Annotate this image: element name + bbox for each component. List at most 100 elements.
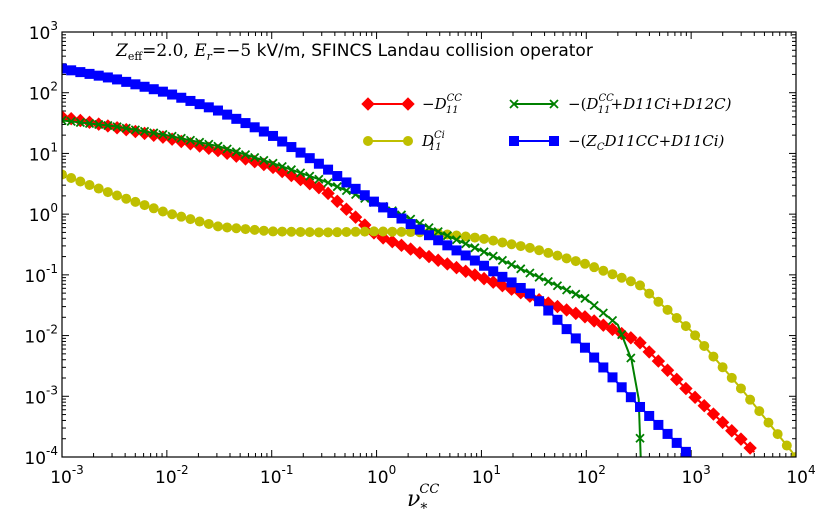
title-er-value: =−5 bbox=[212, 41, 257, 61]
data-point bbox=[598, 362, 609, 373]
y-tick-label-exponent: -3 bbox=[46, 383, 58, 397]
data-point bbox=[679, 381, 693, 396]
y-tick-label-exponent: 1 bbox=[50, 140, 58, 154]
data-point bbox=[339, 202, 354, 216]
y-tick-label: 100 bbox=[29, 201, 58, 226]
data-point bbox=[442, 240, 453, 251]
data-point bbox=[625, 392, 636, 403]
legend-marker bbox=[509, 99, 519, 109]
data-point bbox=[596, 318, 611, 332]
data-point bbox=[341, 177, 352, 188]
data-point bbox=[745, 394, 756, 405]
data-point bbox=[212, 105, 223, 116]
data-point bbox=[660, 363, 675, 377]
data-point bbox=[433, 227, 443, 237]
legend-marker bbox=[403, 136, 413, 146]
data-point bbox=[359, 226, 370, 237]
data-point bbox=[304, 227, 315, 238]
data-point bbox=[321, 186, 335, 201]
data-point bbox=[651, 354, 666, 368]
data-point bbox=[433, 235, 444, 246]
legend-entry: −DCC 11 bbox=[361, 93, 462, 116]
data-point bbox=[589, 352, 600, 363]
data-point bbox=[534, 296, 545, 307]
data-point bbox=[497, 255, 508, 265]
data-point bbox=[350, 226, 361, 237]
data-point bbox=[394, 238, 409, 253]
y-tick-label: 103 bbox=[29, 19, 58, 44]
data-point bbox=[543, 247, 554, 258]
data-point bbox=[167, 209, 178, 220]
data-point bbox=[524, 288, 535, 299]
data-point bbox=[130, 196, 141, 207]
data-point bbox=[488, 266, 499, 277]
data-point bbox=[112, 190, 123, 201]
data-point bbox=[635, 280, 646, 291]
data-point bbox=[579, 258, 590, 269]
data-point bbox=[240, 118, 251, 129]
data-point bbox=[102, 72, 113, 83]
data-point bbox=[62, 115, 67, 126]
data-point bbox=[763, 417, 774, 428]
plot-frame bbox=[61, 31, 797, 458]
x-tick-label: 102 bbox=[577, 463, 606, 488]
title-zeff-value: =2.0, bbox=[142, 41, 194, 61]
data-point bbox=[405, 219, 416, 230]
data-point bbox=[332, 227, 343, 238]
data-point bbox=[414, 224, 425, 235]
data-point bbox=[167, 89, 178, 100]
data-point bbox=[458, 264, 473, 279]
x-tick-label-exponent: 4 bbox=[808, 463, 816, 477]
data-point bbox=[323, 178, 333, 188]
data-point bbox=[130, 125, 141, 135]
y-tick-label-base: 10 bbox=[29, 206, 51, 226]
x-tick-label-base: 10 bbox=[155, 468, 177, 488]
data-point bbox=[323, 164, 334, 175]
data-point bbox=[626, 353, 636, 363]
data-point bbox=[66, 65, 77, 76]
data-point bbox=[624, 331, 638, 345]
data-point bbox=[642, 345, 656, 359]
data-point bbox=[451, 235, 462, 245]
data-point bbox=[258, 126, 269, 137]
data-point bbox=[148, 203, 159, 214]
data-point bbox=[580, 293, 590, 304]
data-point bbox=[94, 119, 104, 130]
series-2 bbox=[62, 115, 645, 457]
data-point bbox=[176, 211, 187, 222]
tick-marks bbox=[61, 31, 797, 458]
data-point bbox=[222, 222, 233, 233]
x-tick-label: 100 bbox=[367, 463, 396, 488]
data-point bbox=[341, 226, 352, 237]
data-point bbox=[534, 245, 545, 256]
data-point bbox=[277, 136, 288, 147]
data-point bbox=[469, 255, 480, 266]
data-point bbox=[194, 99, 205, 110]
data-point bbox=[231, 147, 241, 157]
title-zeff-symbol: Z bbox=[115, 41, 129, 61]
data-point bbox=[552, 314, 563, 325]
data-point bbox=[589, 262, 600, 273]
data-point bbox=[75, 117, 85, 128]
data-point bbox=[121, 123, 131, 133]
data-point bbox=[570, 256, 581, 267]
data-point bbox=[497, 237, 508, 248]
x-axis-label-sub: * bbox=[420, 501, 427, 517]
x-tick-label: 104 bbox=[786, 463, 815, 488]
data-point bbox=[93, 70, 104, 81]
data-point bbox=[277, 161, 287, 172]
plot-series bbox=[62, 63, 796, 457]
x-tick-label-base: 10 bbox=[577, 468, 599, 488]
data-point bbox=[286, 165, 297, 175]
data-point bbox=[286, 142, 297, 153]
data-point bbox=[295, 226, 306, 237]
data-point bbox=[350, 183, 361, 194]
x-tick-label-exponent: -3 bbox=[72, 463, 84, 477]
data-point bbox=[589, 300, 599, 311]
data-point bbox=[348, 210, 363, 224]
data-point bbox=[112, 74, 123, 85]
data-point bbox=[598, 308, 608, 318]
data-point bbox=[332, 182, 342, 192]
legend-symbol: Z bbox=[585, 132, 597, 150]
data-point bbox=[103, 120, 113, 131]
